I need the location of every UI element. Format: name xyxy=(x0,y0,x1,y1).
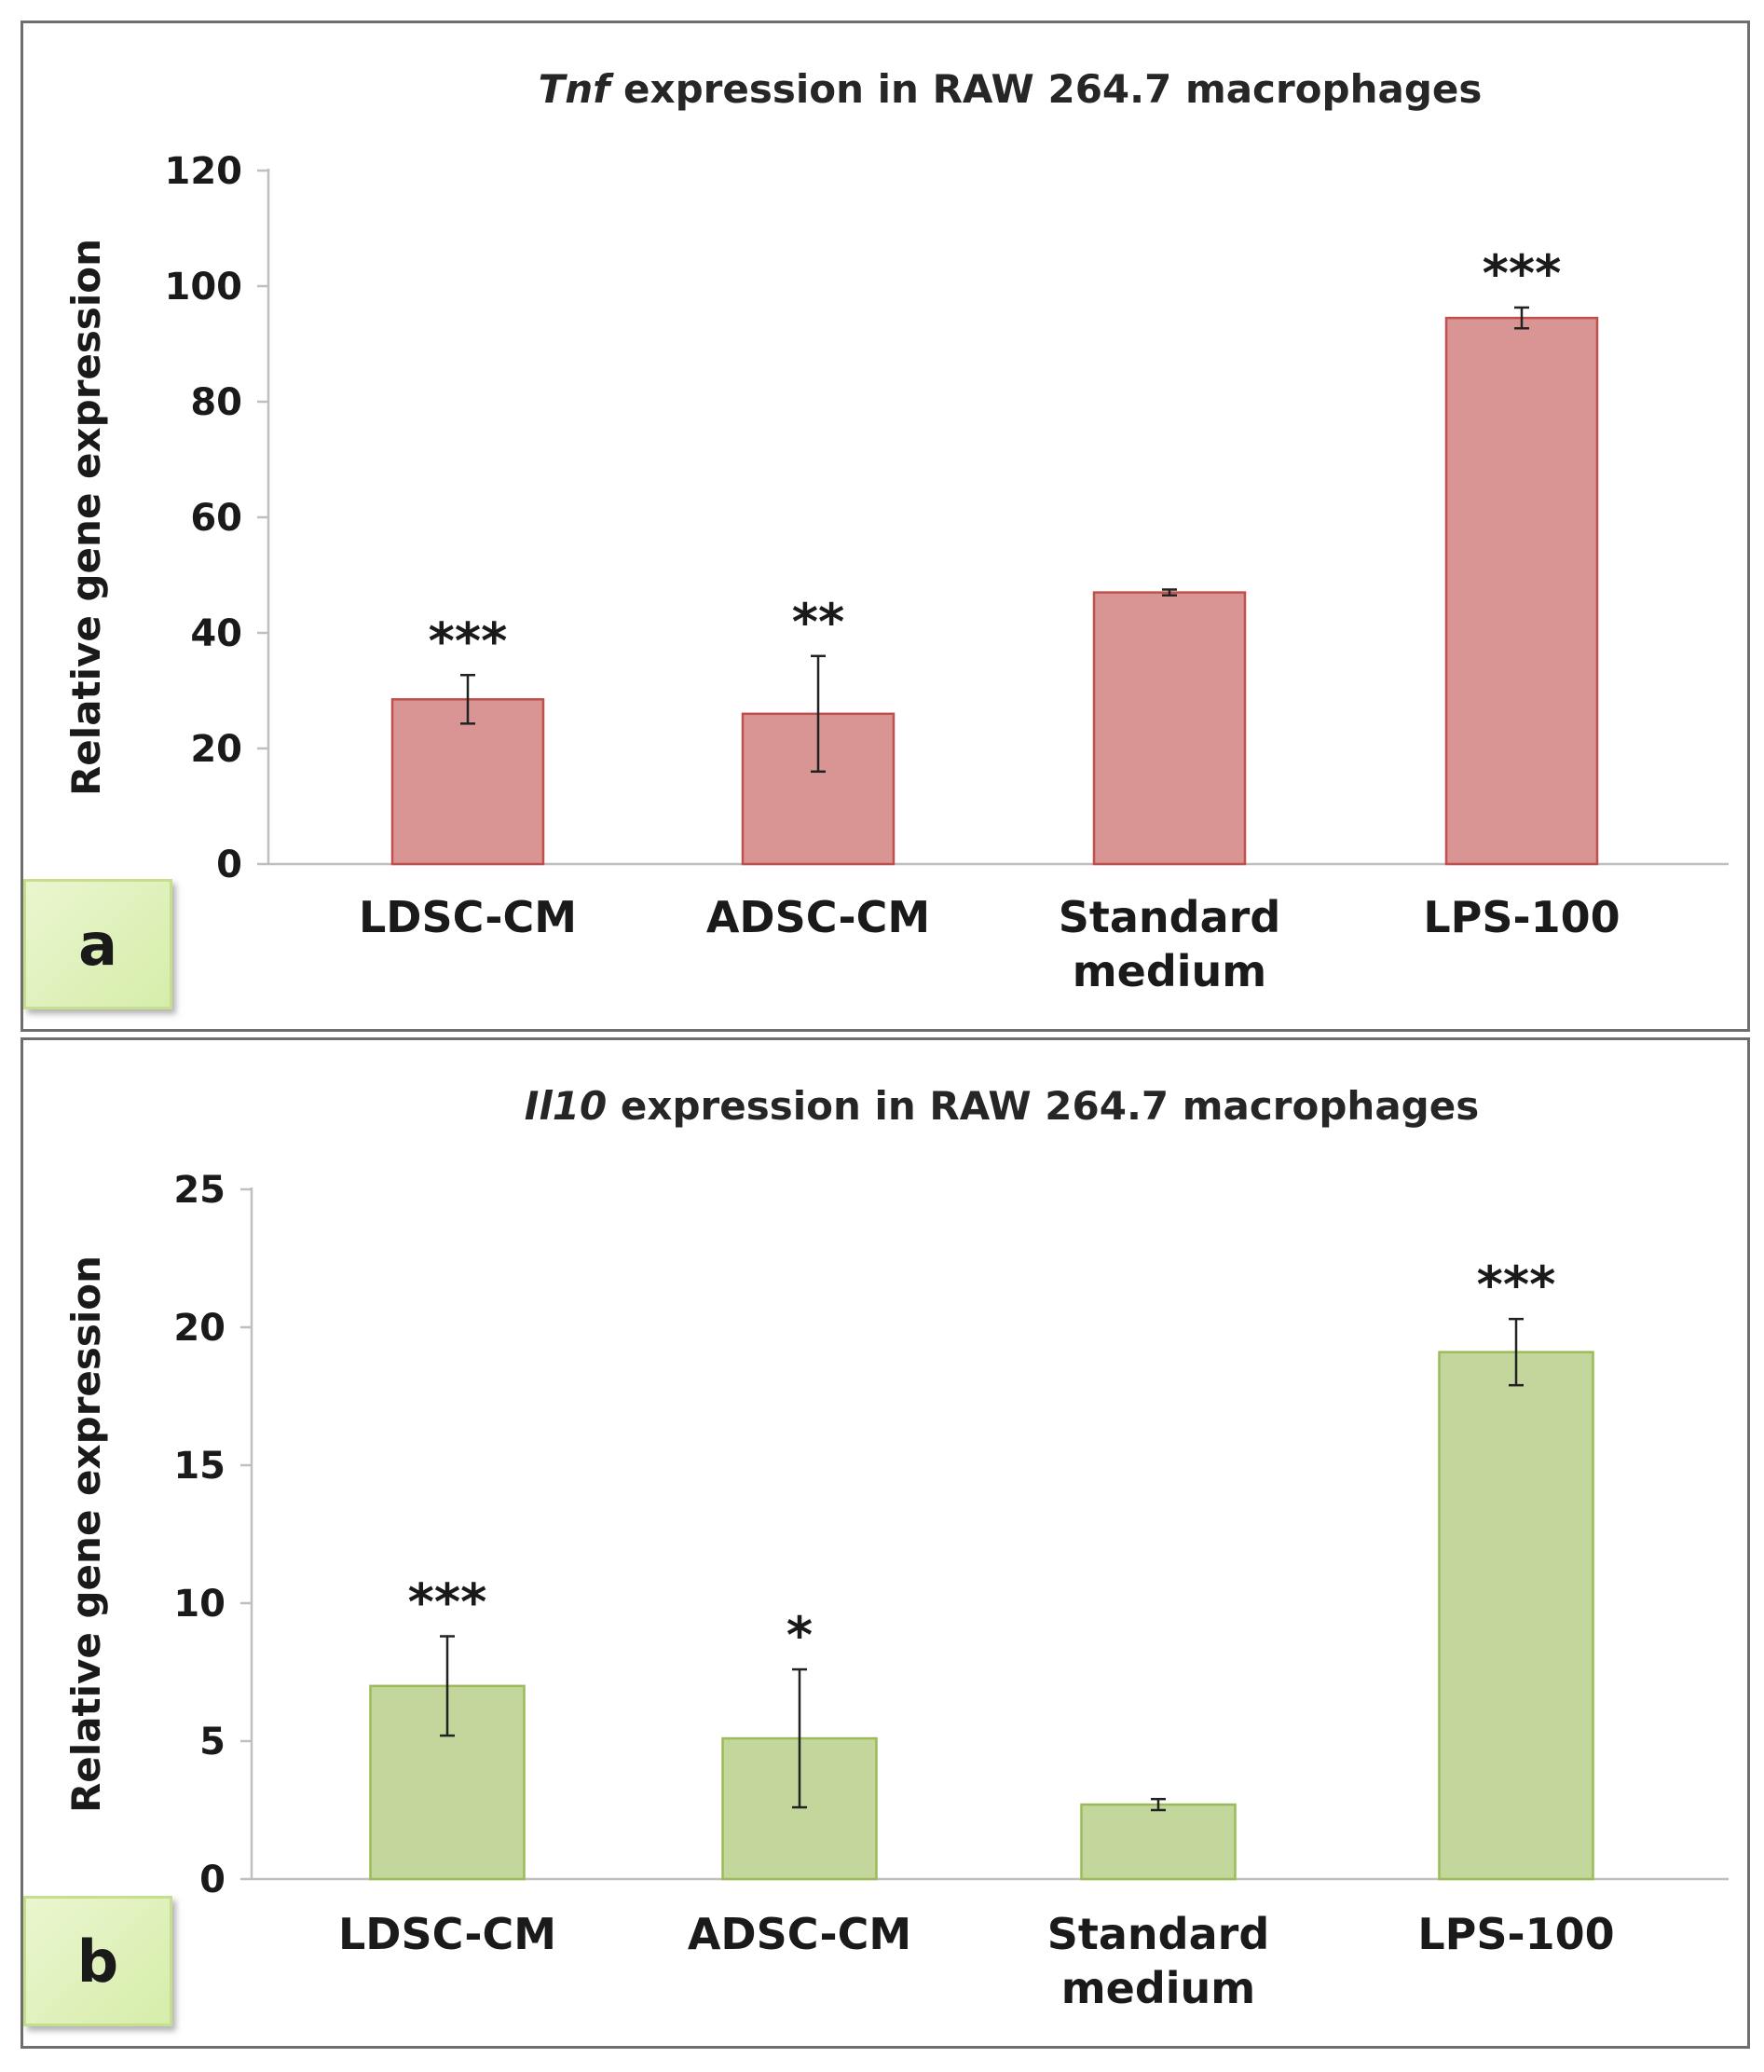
chart-title-italic: Il10 xyxy=(525,1083,607,1129)
significance-label: *** xyxy=(429,611,508,670)
bar xyxy=(1080,1803,1237,1881)
chart-panel-a: Tnf expression in RAW 264.7 macrophages R… xyxy=(21,21,1750,1032)
y-tick-label: 5 xyxy=(199,1721,226,1763)
y-tick-label: 20 xyxy=(173,1307,226,1350)
significance-label: *** xyxy=(408,1573,487,1632)
y-tick-label: 20 xyxy=(190,728,242,771)
y-tick-label: 40 xyxy=(190,612,242,655)
x-category-label: ADSC-CM xyxy=(688,1909,911,1959)
chart-title-italic: Tnf xyxy=(539,66,615,112)
y-tick-label: 120 xyxy=(165,150,243,193)
y-tick-label: 0 xyxy=(216,844,242,886)
significance-label: *** xyxy=(1483,244,1562,303)
y-tick-label: 10 xyxy=(173,1583,226,1626)
x-category-label: LDSC-CM xyxy=(338,1909,556,1959)
x-category-label: Standard xyxy=(1047,1909,1270,1959)
x-category-label: medium xyxy=(1061,1963,1256,2013)
bar xyxy=(1092,591,1247,866)
x-category-label: LDSC-CM xyxy=(359,892,577,942)
panel-label-b: b xyxy=(23,1896,172,2026)
y-tick-label: 100 xyxy=(165,266,243,309)
y-tick-label: 0 xyxy=(199,1859,226,1901)
tnf-bar-chart: Tnf expression in RAW 264.7 macrophages R… xyxy=(63,66,1729,996)
il10-bar-chart: Il10 expression in RAW 264.7 macrophages… xyxy=(63,1083,1729,2013)
y-tick-label: 15 xyxy=(173,1445,226,1488)
y-axis-label: Relative gene expression xyxy=(63,239,109,796)
x-category-label: ADSC-CM xyxy=(706,892,930,942)
x-category-label: medium xyxy=(1073,946,1267,996)
y-tick-label: 80 xyxy=(190,381,242,424)
bar xyxy=(390,698,545,866)
chart-title-rest: expression in RAW 264.7 macrophages xyxy=(609,66,1482,112)
chart-title: Il10 expression in RAW 264.7 macrophages xyxy=(525,1083,1479,1129)
bar xyxy=(1438,1351,1594,1881)
y-axis-label: Relative gene expression xyxy=(63,1256,109,1813)
chart-panel-b: Il10 expression in RAW 264.7 macrophages… xyxy=(21,1037,1750,2049)
chart-title: Tnf expression in RAW 264.7 macrophages xyxy=(539,66,1483,112)
x-category-label: LPS-100 xyxy=(1417,1909,1614,1959)
x-category-label: Standard xyxy=(1059,892,1281,942)
y-tick-label: 60 xyxy=(190,497,242,540)
significance-label: *** xyxy=(1477,1256,1556,1314)
panel-label-a: a xyxy=(23,879,172,1009)
x-category-label: LPS-100 xyxy=(1423,892,1620,942)
significance-label: ** xyxy=(792,593,844,652)
bar xyxy=(1444,316,1599,866)
y-tick-label: 25 xyxy=(173,1169,226,1212)
chart-title-rest: expression in RAW 264.7 macrophages xyxy=(607,1083,1479,1129)
significance-label: * xyxy=(786,1606,813,1665)
